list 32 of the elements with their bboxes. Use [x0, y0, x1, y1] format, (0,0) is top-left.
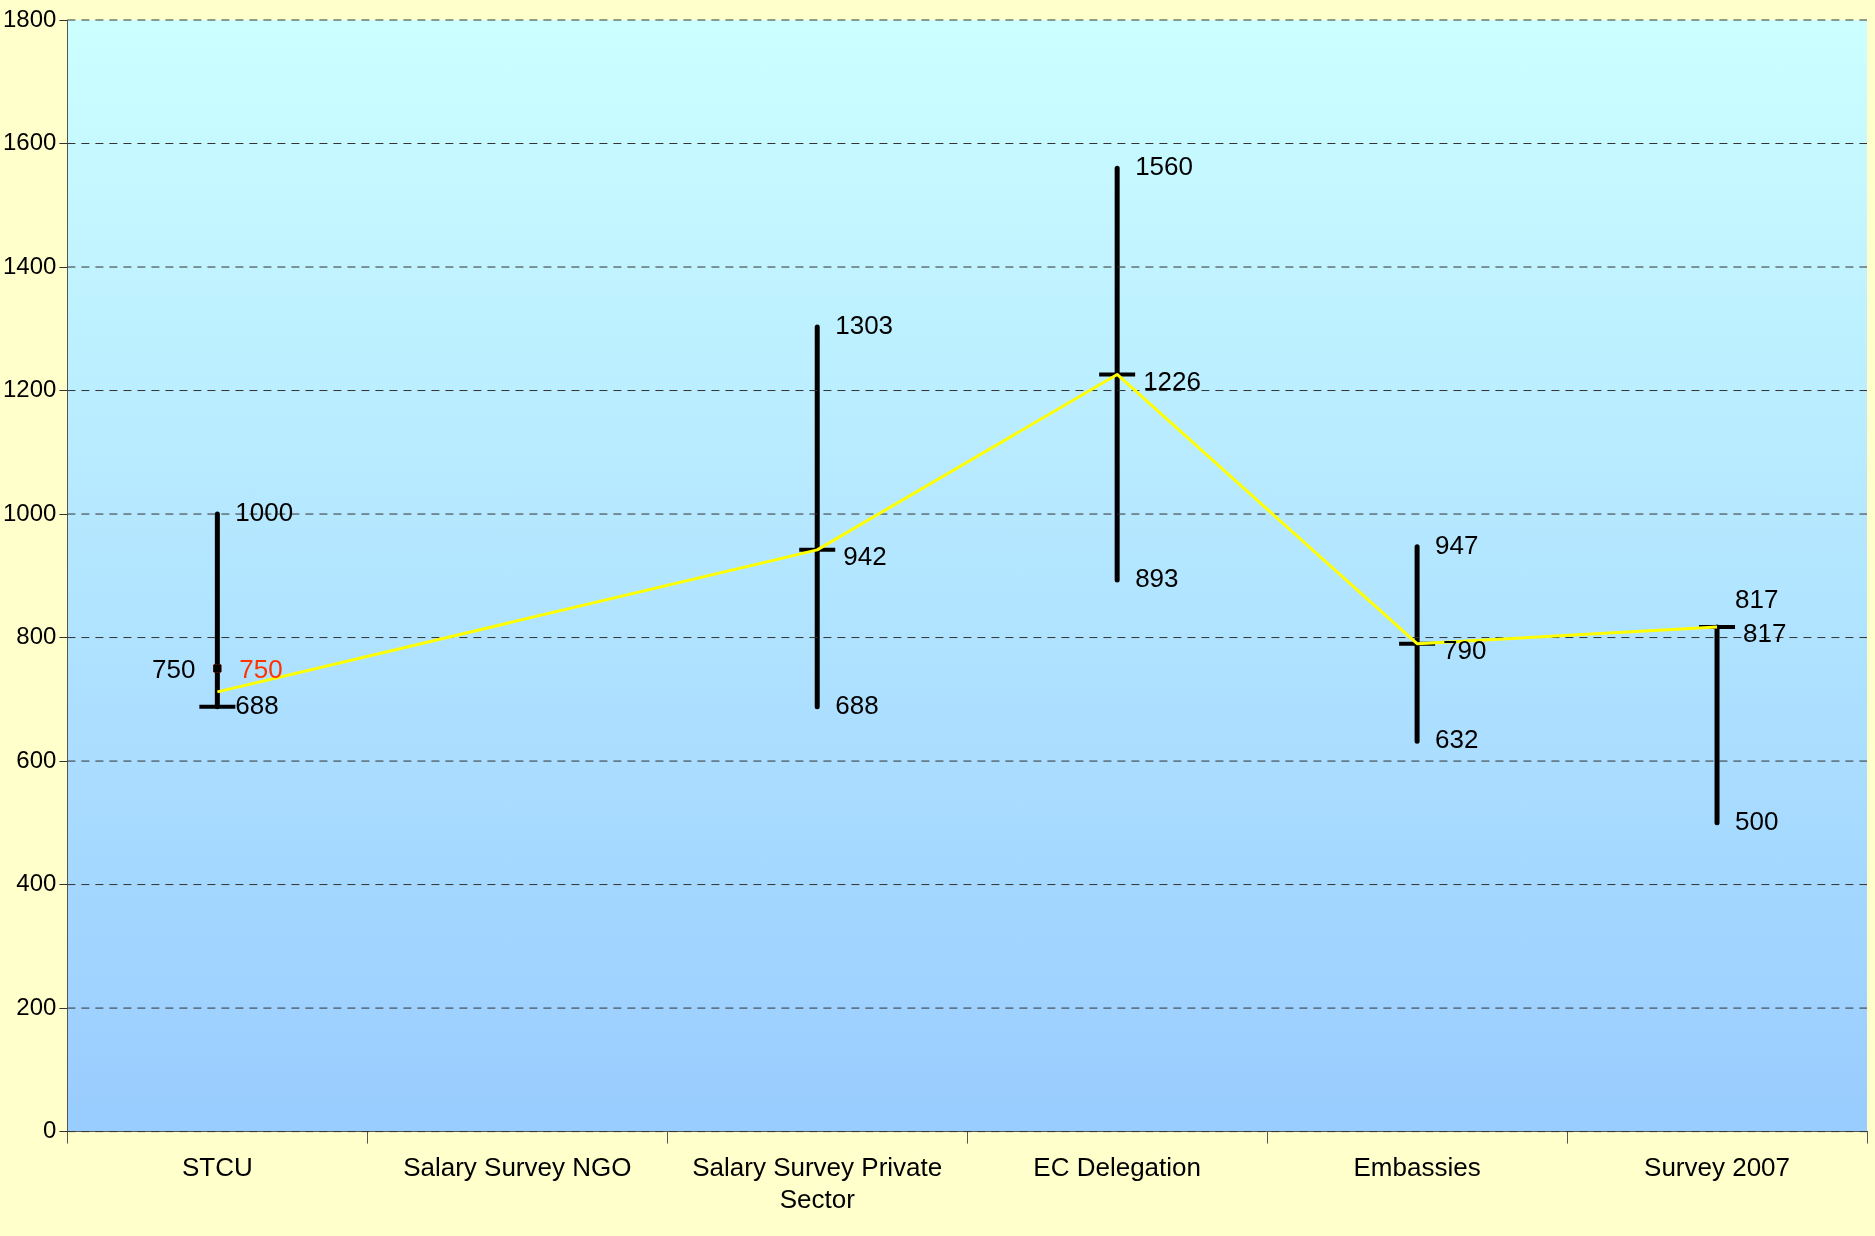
annotation: 1560 [1135, 151, 1194, 182]
annotation: 632 [1435, 724, 1479, 755]
y-tick-label: 400 [16, 869, 57, 897]
annotation: 1303 [835, 310, 894, 341]
y-tick-label: 200 [16, 992, 57, 1020]
y-tick-label: 800 [16, 622, 57, 650]
y-tick-label: 0 [43, 1116, 57, 1144]
y-tick-label: 1600 [3, 128, 57, 156]
annotation: 893 [1135, 563, 1179, 594]
y-tick-label: 1200 [3, 375, 57, 403]
x-tick-label: Salary Survey Private Sector [692, 1152, 943, 1214]
annotation: 947 [1435, 529, 1479, 560]
data-label: 750 [239, 653, 283, 684]
x-tick-label: EC Delegation [1033, 1152, 1201, 1183]
data-label: 790 [1443, 634, 1487, 665]
data-label: 1226 [1143, 365, 1202, 396]
x-tick-label: STCU [181, 1152, 253, 1183]
data-label: 942 [843, 541, 887, 572]
y-tick-label: 1400 [3, 251, 57, 279]
data-label: 750 [151, 653, 196, 684]
x-tick-label: Survey 2007 [1644, 1152, 1791, 1183]
y-tick-label: 1800 [3, 4, 57, 32]
annotation: 500 [1735, 805, 1779, 836]
data-label: 817 [1743, 618, 1787, 649]
annotation: 688 [835, 689, 879, 720]
x-tick-label: Embassies [1353, 1152, 1481, 1183]
annotation: 688 [235, 689, 279, 720]
annotation: 817 [1735, 584, 1779, 615]
annotation: 1000 [235, 497, 294, 528]
y-tick-label: 1000 [3, 498, 57, 526]
y-tick-label: 600 [16, 745, 57, 773]
x-tick-label: Salary Survey NGO [403, 1152, 632, 1183]
